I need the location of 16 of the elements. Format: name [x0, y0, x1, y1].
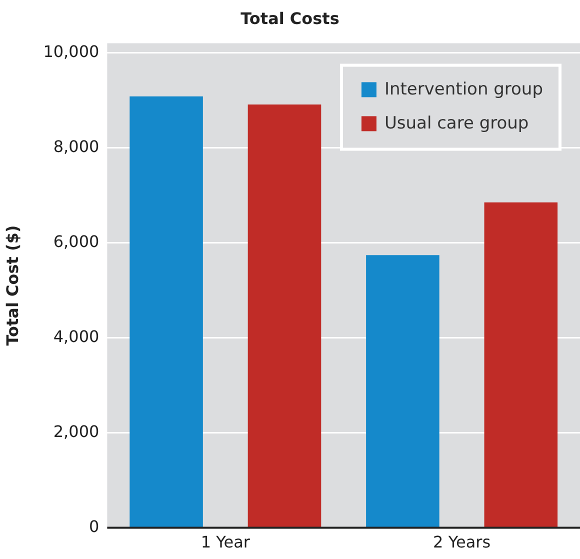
- y-tick-label: 4,000: [53, 326, 100, 346]
- y-tick-label: 0: [88, 516, 100, 536]
- bar: [484, 202, 558, 528]
- y-tick-label: 8,000: [53, 136, 100, 156]
- y-tick-label: 2,000: [53, 422, 100, 441]
- x-tick-label: 2 Years: [433, 532, 491, 552]
- y-axis-title: Total Cost ($): [2, 225, 22, 346]
- legend-label: Usual care group: [384, 114, 529, 134]
- bar: [248, 104, 322, 528]
- y-tick-label: 10,000: [43, 42, 100, 61]
- bar: [130, 96, 203, 528]
- legend-label: Intervention group: [384, 80, 544, 100]
- chart-title: Total Costs: [240, 8, 340, 28]
- bar: [366, 255, 440, 528]
- y-tick-label: 6,000: [53, 232, 100, 251]
- x-tick-label: 1 Year: [200, 532, 250, 552]
